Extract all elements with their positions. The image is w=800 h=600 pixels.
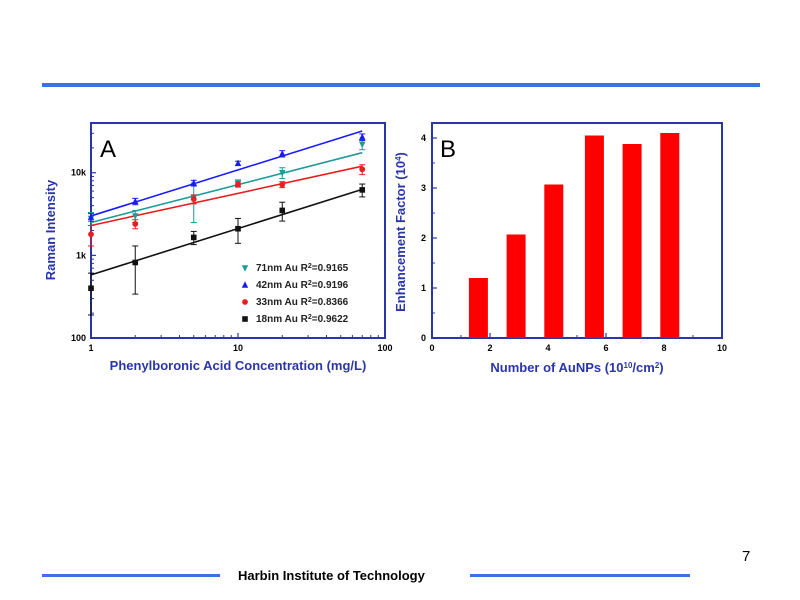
chart-b-y-tick-label: 3	[421, 183, 426, 193]
chart-b-x-tick-label: 4	[545, 343, 550, 353]
chart-b-bar	[622, 144, 642, 338]
chart-a-y-tick-label: 10k	[71, 168, 87, 178]
chart-a-legend-marker	[241, 265, 249, 272]
chart-a-fit-line	[90, 151, 363, 224]
chart-a-point	[132, 221, 139, 227]
chart-b-x-tick-label: 10	[717, 343, 727, 353]
chart-b-y-tick-label: 4	[421, 133, 426, 143]
footer-divider-right	[470, 574, 690, 577]
chart-a-points	[87, 133, 366, 316]
chart-b-y-tick-label: 1	[421, 283, 426, 293]
chart-a-point	[359, 166, 366, 173]
chart-b-bar	[584, 135, 604, 338]
chart-a-panel-label: A	[100, 136, 116, 163]
chart-a-legend-marker	[241, 281, 249, 288]
chart-a-point	[279, 181, 286, 188]
footer-institution: Harbin Institute of Technology	[238, 568, 425, 583]
chart-a-x-tick-label: 1	[88, 343, 93, 353]
chart-a-y-tick-label: 1k	[76, 250, 87, 260]
chart-b-bar	[544, 184, 564, 338]
chart-a-point	[88, 285, 94, 292]
chart-a-x-axis-label: Phenylboronic Acid Concentration (mg/L)	[110, 358, 367, 373]
chart-b-x-tick-label: 8	[661, 343, 666, 353]
chart-a-legend-marker	[242, 316, 248, 322]
chart-a-legend-marker	[242, 299, 248, 305]
chart-a-point	[190, 196, 197, 202]
chart-a-point	[190, 234, 197, 241]
chart-b-y-axis-label: Enhancement Factor (104)	[393, 152, 408, 312]
chart-a-y-axis-label: Raman Intensity	[43, 179, 58, 280]
chart-b-bar	[506, 234, 526, 338]
chart-a-legend-entry: 71nm Au R2=0.9165	[256, 263, 349, 275]
chart-b-y-tick-label: 0	[421, 333, 426, 343]
chart-a-ticks: 1 10 100 100 1k 10k	[71, 122, 393, 353]
chart-a-legend-entry: 42nm Au R2=0.9196	[256, 280, 349, 292]
chart-a-point	[132, 197, 139, 205]
chart-a-x-tick-label: 100	[377, 343, 392, 353]
top-divider	[42, 83, 760, 87]
chart-a-point	[132, 213, 139, 220]
page-number: 7	[742, 548, 751, 565]
chart-b-ticks: 0 2 4 6 8 10 0 1 2 3 4	[421, 133, 727, 353]
chart-a-point	[359, 141, 366, 149]
footer-divider-left	[42, 574, 220, 577]
chart-a-point	[87, 213, 95, 220]
chart-b: B 0 2 4 6 8 10 0 1 2 3 4 Number of AuNPs (1010/cm2…	[393, 122, 727, 375]
chart-a-point	[190, 179, 197, 186]
chart-a-legend-entry: 33nm Au R2=0.8366	[256, 297, 349, 309]
chart-b-x-tick-label: 6	[603, 343, 608, 353]
chart-a-point	[359, 133, 366, 140]
chart-a-point	[279, 207, 286, 214]
chart-b-panel-label: B	[440, 136, 456, 163]
chart-a-point	[279, 150, 286, 157]
chart-a-fit-line	[90, 165, 363, 227]
chart-b-x-tick-label: 0	[429, 343, 434, 353]
chart-a-point	[279, 170, 286, 177]
chart-a-point	[235, 225, 241, 232]
chart-a-fit-line	[90, 130, 363, 217]
chart-b-x-tick-label: 2	[487, 343, 492, 353]
chart-a-point	[234, 159, 242, 167]
chart-a: A 1 10 100 100 1k 10k 71nm Au R2=0.9165 42nm A…	[43, 122, 393, 373]
chart-a-point	[359, 187, 366, 193]
chart-a-point	[88, 231, 94, 238]
chart-b-bar	[468, 278, 488, 338]
chart-a-point	[132, 259, 139, 266]
chart-a-legend-entry: 18nm Au R2=0.9622	[256, 314, 349, 326]
chart-a-legend: 71nm Au R2=0.9165 42nm Au R2=0.9196 33nm A…	[241, 263, 349, 326]
chart-b-bar	[660, 133, 680, 338]
chart-a-point	[235, 181, 241, 188]
chart-b-y-tick-label: 2	[421, 233, 426, 243]
chart-a-fit-lines	[90, 130, 363, 276]
chart-a-x-tick-label: 10	[233, 343, 243, 353]
chart-a-y-tick-label: 100	[71, 333, 86, 343]
chart-b-bars	[468, 133, 680, 338]
chart-b-x-axis-label: Number of AuNPs (1010/cm2)	[490, 360, 663, 375]
